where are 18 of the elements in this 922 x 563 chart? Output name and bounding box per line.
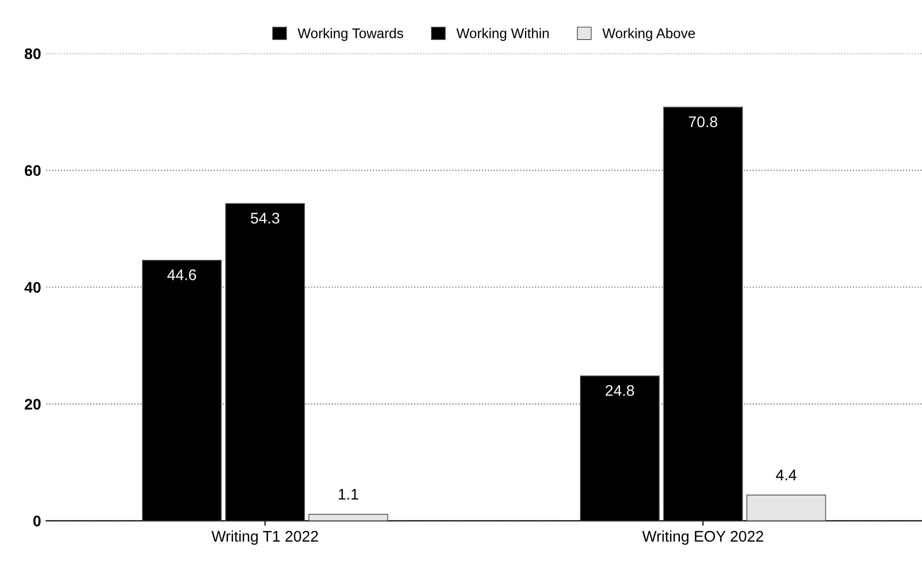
data-label: 54.3 [250,212,280,224]
data-label: 1.1 [338,488,358,500]
legend-label: Working Towards [298,28,404,41]
y-tick-label: 80 [24,48,41,60]
legend-label: Working Above [602,28,695,41]
y-tick-label: 0 [33,516,41,526]
x-tick-label: Writing T1 2022 [211,530,318,545]
data-label: 24.8 [606,385,634,396]
legend-label: Working Within [456,28,549,41]
data-label: 70.8 [688,116,718,128]
bar [308,514,388,521]
data-label: 44.6 [167,269,196,280]
bar [746,494,826,521]
x-tick-label: Writing EOY 2022 [642,530,764,545]
y-tick-label: 40 [24,282,41,293]
y-tick-label: 20 [24,398,41,410]
y-tick-label: 60 [24,165,41,176]
data-label: 4.4 [776,470,796,480]
